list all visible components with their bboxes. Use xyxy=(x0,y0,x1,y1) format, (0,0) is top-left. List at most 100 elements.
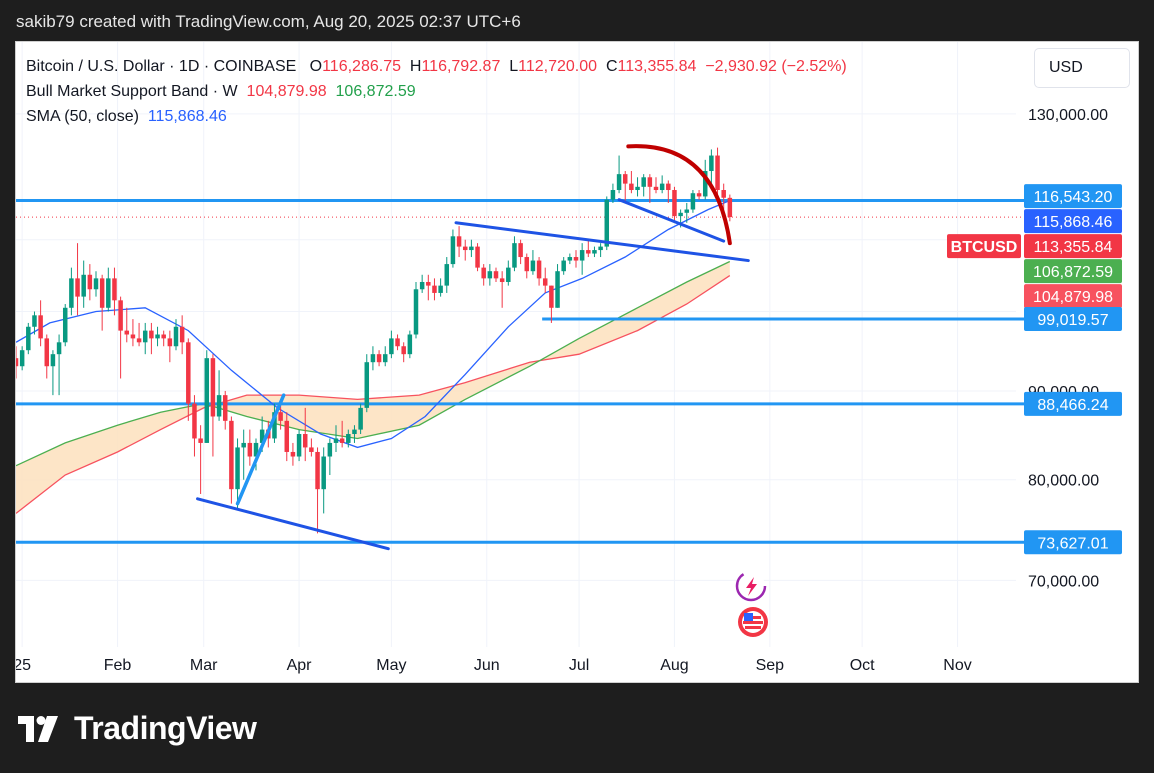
candle xyxy=(38,300,43,347)
candle xyxy=(272,403,277,443)
candle xyxy=(567,253,573,265)
candle-body xyxy=(327,442,333,457)
level-tag-bg xyxy=(1024,306,1122,331)
horizontal-levels-layer xyxy=(16,199,1024,544)
candle-body xyxy=(684,209,690,213)
candle xyxy=(573,250,579,268)
candle-body xyxy=(647,177,653,187)
candle-body xyxy=(99,278,105,308)
candle-body xyxy=(364,362,370,408)
candle xyxy=(204,350,210,443)
candle xyxy=(653,177,659,194)
candle-body xyxy=(549,285,554,308)
price-chart[interactable]: 130,000.00110,000.00100,000.0090,000.008… xyxy=(16,42,1138,682)
candle xyxy=(499,271,505,308)
candle-body xyxy=(333,438,339,443)
candle xyxy=(672,186,677,223)
symbol-tag-bg xyxy=(947,234,1021,259)
candle-body xyxy=(518,243,523,258)
candle-body xyxy=(475,246,480,268)
close-label: C xyxy=(605,58,618,75)
trendline xyxy=(617,198,726,243)
candle-body xyxy=(721,190,726,198)
candle-body xyxy=(622,174,628,184)
candle xyxy=(641,174,646,197)
candle-body xyxy=(216,395,222,417)
candle-body xyxy=(16,358,19,367)
candle-body xyxy=(259,429,265,443)
price-tag-label: 115,868.46 xyxy=(1034,214,1113,231)
candle-body xyxy=(407,334,413,355)
candle xyxy=(278,403,283,430)
y-axis-labels: 130,000.00110,000.00100,000.0090,000.008… xyxy=(1028,107,1108,591)
candle-body xyxy=(709,155,714,172)
candle-body xyxy=(106,278,111,308)
x-tick-label: Mar xyxy=(190,657,218,674)
y-tick-label: 70,000.00 xyxy=(1028,573,1099,590)
chart-panel[interactable]: 130,000.00110,000.00100,000.0090,000.008… xyxy=(15,41,1139,683)
candle xyxy=(401,342,406,363)
candle xyxy=(536,257,542,286)
candle-body xyxy=(32,315,37,327)
candle-body xyxy=(112,278,117,301)
candle xyxy=(315,447,320,534)
x-tick-label: 25 xyxy=(16,657,31,674)
price-tag: 104,879.98 xyxy=(1024,284,1122,309)
level-tag-label: 88,466.24 xyxy=(1037,397,1108,414)
candle xyxy=(112,267,117,316)
candle xyxy=(44,334,50,379)
candle-body xyxy=(727,197,733,218)
candle-body xyxy=(179,326,185,343)
candle-body xyxy=(296,434,302,457)
candle-body xyxy=(198,438,203,443)
candle-body xyxy=(192,403,197,439)
currency-button[interactable]: USD xyxy=(1034,48,1130,88)
candles-layer xyxy=(16,147,733,534)
candle-body xyxy=(579,250,585,261)
candle xyxy=(333,425,339,452)
trendline-bounce xyxy=(235,393,286,506)
open-label: O xyxy=(309,58,323,75)
candle-body xyxy=(438,285,443,293)
candle-body xyxy=(339,438,345,443)
drawings-layer xyxy=(196,144,750,551)
trendline xyxy=(454,221,750,263)
candle xyxy=(506,260,511,286)
candle-body xyxy=(629,183,634,191)
candle xyxy=(666,180,671,203)
candle xyxy=(321,447,326,514)
candle xyxy=(173,319,179,351)
candle xyxy=(179,315,185,355)
candle xyxy=(524,253,530,279)
candle xyxy=(709,149,714,184)
candle-body xyxy=(456,236,462,247)
candle-body xyxy=(555,271,560,308)
candle-body xyxy=(376,354,382,363)
candle-body xyxy=(512,243,517,268)
open-value: 116,286.75 xyxy=(322,58,401,75)
candle-body xyxy=(536,260,542,279)
sma-layer xyxy=(16,199,731,449)
candle-body xyxy=(309,447,314,452)
price-tag-label: 104,879.98 xyxy=(1033,289,1113,306)
candle xyxy=(155,326,160,347)
candle-body xyxy=(124,330,130,335)
x-tick-label: Sep xyxy=(756,657,785,674)
symbol-name[interactable]: Bitcoin / U.S. Dollar · 1D · COINBASE xyxy=(26,58,297,75)
candle-body xyxy=(395,338,400,347)
band-label[interactable]: Bull Market Support Band · W xyxy=(26,83,238,100)
candle-body xyxy=(419,281,425,290)
flash-event-icon[interactable] xyxy=(735,570,767,602)
candle-body xyxy=(204,358,210,443)
us-flag-event-icon[interactable] xyxy=(738,607,768,637)
candle xyxy=(407,330,413,359)
band-lower-value: 104,879.98 xyxy=(246,83,327,100)
candle-body xyxy=(370,354,376,363)
sma-label[interactable]: SMA (50, close) xyxy=(26,108,139,125)
level-tag: 73,627.01 xyxy=(1024,530,1122,555)
candle-body xyxy=(130,334,136,339)
candle-body xyxy=(210,358,216,417)
legend-sma-row: SMA (50, close) 115,868.46 xyxy=(26,104,847,129)
candle xyxy=(469,239,474,258)
candle xyxy=(26,322,31,355)
